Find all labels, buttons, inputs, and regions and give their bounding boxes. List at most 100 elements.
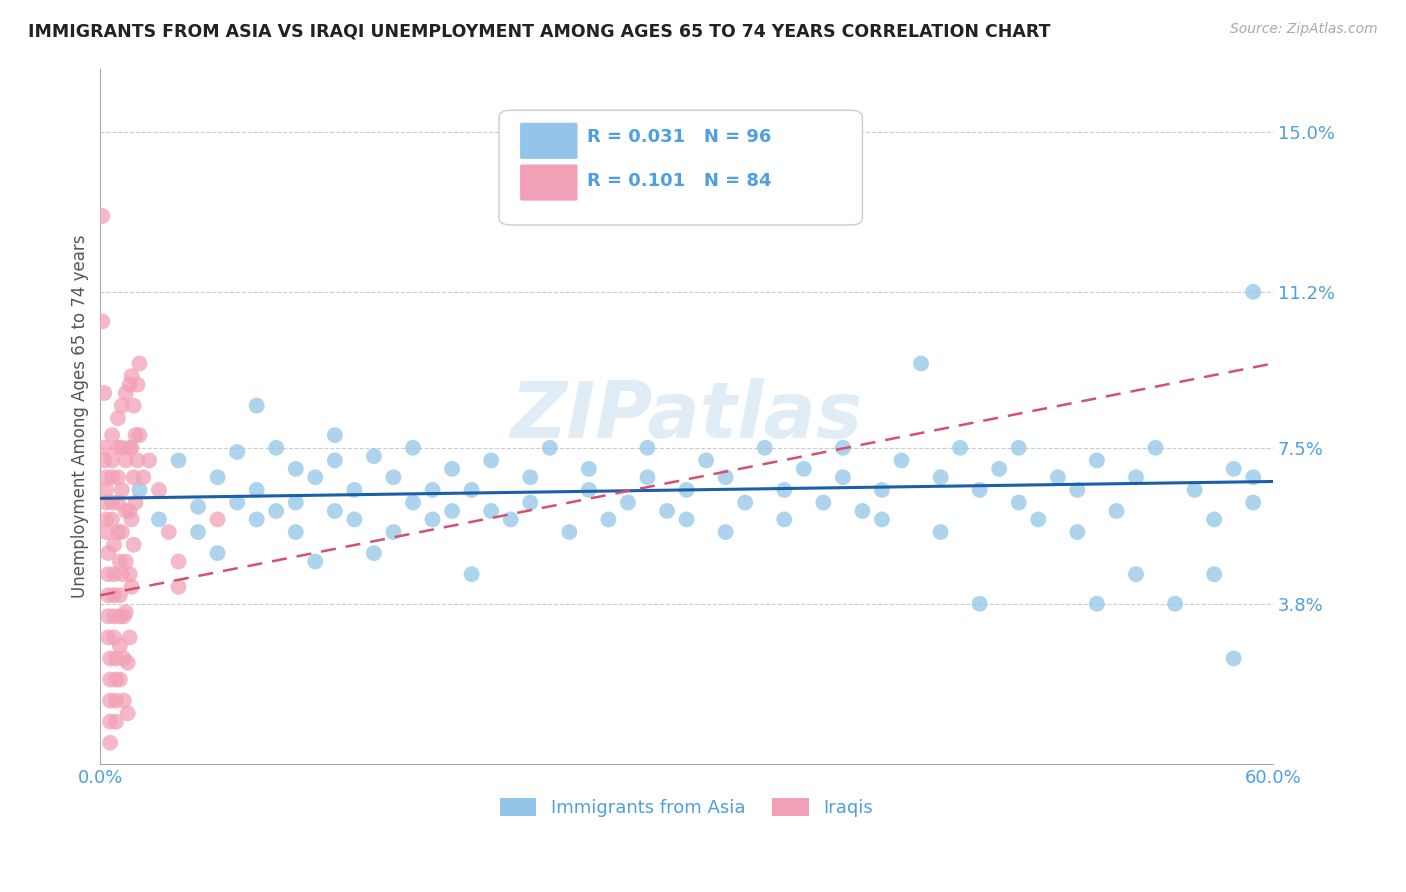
- Point: [773, 512, 796, 526]
- Point: [127, 453, 149, 467]
- Point: [93, 441, 115, 455]
- Point: [207, 470, 229, 484]
- Point: [118, 377, 141, 392]
- Point: [1204, 567, 1226, 582]
- Point: [929, 470, 952, 484]
- Point: [1164, 597, 1187, 611]
- Legend: Immigrants from Asia, Iraqis: Immigrants from Asia, Iraqis: [494, 790, 880, 824]
- Point: [675, 512, 697, 526]
- Point: [96, 470, 118, 484]
- Point: [1241, 285, 1264, 299]
- Point: [655, 504, 678, 518]
- Point: [831, 441, 853, 455]
- Point: [124, 495, 146, 509]
- Point: [1105, 504, 1128, 518]
- Point: [122, 399, 145, 413]
- Point: [734, 495, 756, 509]
- Point: [167, 555, 190, 569]
- Point: [949, 441, 972, 455]
- Point: [111, 524, 134, 539]
- Point: [107, 441, 129, 455]
- Point: [121, 580, 143, 594]
- Point: [167, 453, 190, 467]
- Point: [637, 441, 659, 455]
- Point: [538, 441, 561, 455]
- Point: [773, 483, 796, 497]
- Point: [969, 483, 991, 497]
- Point: [264, 441, 287, 455]
- Point: [207, 546, 229, 560]
- Point: [910, 357, 932, 371]
- Point: [1241, 470, 1264, 484]
- Point: [98, 736, 121, 750]
- Point: [207, 512, 229, 526]
- Text: R = 0.101   N = 84: R = 0.101 N = 84: [586, 172, 772, 190]
- Point: [103, 588, 125, 602]
- Point: [402, 441, 425, 455]
- Point: [107, 411, 129, 425]
- Point: [1241, 495, 1264, 509]
- Point: [929, 524, 952, 539]
- Point: [122, 470, 145, 484]
- Point: [127, 377, 149, 392]
- Point: [714, 524, 737, 539]
- FancyBboxPatch shape: [520, 164, 578, 201]
- Point: [128, 428, 150, 442]
- Point: [121, 369, 143, 384]
- Point: [479, 453, 502, 467]
- Point: [1222, 462, 1244, 476]
- Point: [148, 483, 170, 497]
- Point: [96, 483, 118, 497]
- Point: [104, 651, 127, 665]
- Point: [98, 673, 121, 687]
- Point: [1008, 441, 1031, 455]
- Point: [114, 386, 136, 401]
- Point: [128, 357, 150, 371]
- FancyBboxPatch shape: [499, 111, 862, 225]
- Point: [118, 567, 141, 582]
- Point: [578, 483, 600, 497]
- Point: [422, 512, 444, 526]
- Point: [107, 495, 129, 509]
- Point: [402, 495, 425, 509]
- Point: [969, 597, 991, 611]
- Point: [108, 639, 131, 653]
- Point: [1125, 470, 1147, 484]
- Point: [226, 445, 249, 459]
- Point: [284, 495, 307, 509]
- Point: [108, 555, 131, 569]
- Point: [98, 651, 121, 665]
- Point: [382, 524, 405, 539]
- Point: [118, 441, 141, 455]
- Point: [1008, 495, 1031, 509]
- Point: [122, 538, 145, 552]
- Point: [104, 693, 127, 707]
- Y-axis label: Unemployment Among Ages 65 to 74 years: Unemployment Among Ages 65 to 74 years: [72, 235, 89, 598]
- Point: [108, 673, 131, 687]
- Point: [187, 524, 209, 539]
- Point: [714, 470, 737, 484]
- Point: [304, 470, 326, 484]
- Point: [114, 453, 136, 467]
- Point: [104, 714, 127, 729]
- Point: [1066, 483, 1088, 497]
- Point: [101, 470, 124, 484]
- Point: [101, 495, 124, 509]
- Point: [103, 631, 125, 645]
- Point: [637, 470, 659, 484]
- Text: Source: ZipAtlas.com: Source: ZipAtlas.com: [1230, 22, 1378, 37]
- Point: [118, 631, 141, 645]
- Text: R = 0.031   N = 96: R = 0.031 N = 96: [586, 128, 772, 145]
- Point: [97, 609, 120, 624]
- Point: [1066, 524, 1088, 539]
- Point: [1222, 651, 1244, 665]
- Point: [93, 453, 115, 467]
- Point: [112, 651, 135, 665]
- Point: [479, 504, 502, 518]
- Point: [578, 462, 600, 476]
- Point: [441, 462, 464, 476]
- Point: [108, 609, 131, 624]
- Point: [93, 386, 115, 401]
- Point: [890, 453, 912, 467]
- Point: [112, 693, 135, 707]
